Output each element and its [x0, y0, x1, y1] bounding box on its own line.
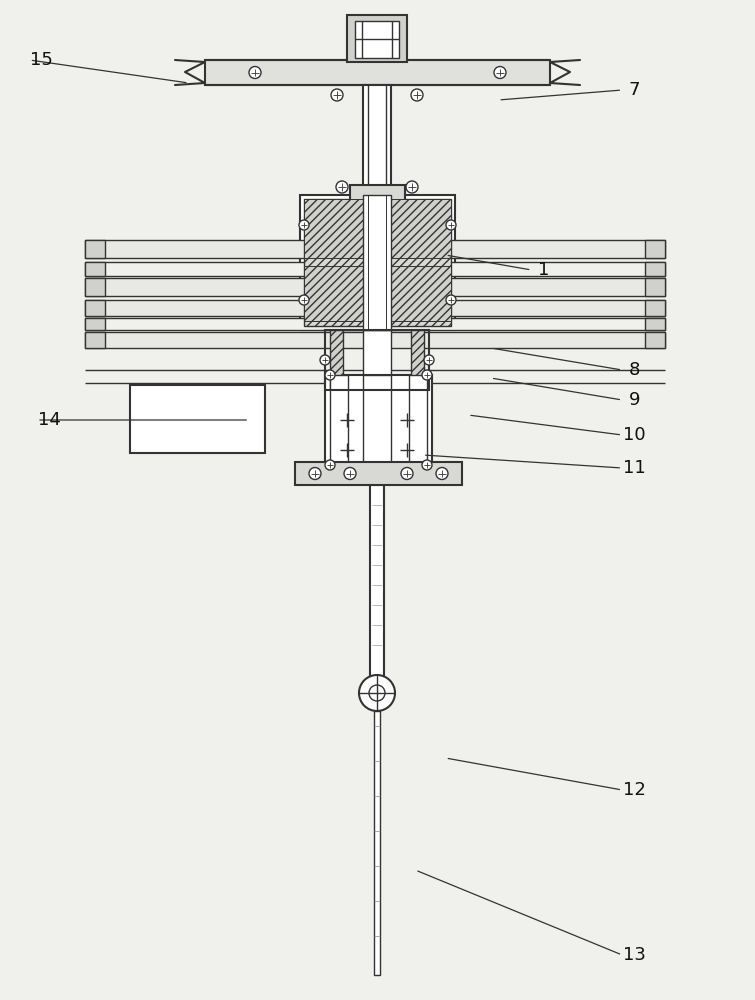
Bar — [645, 240, 665, 258]
Bar — [85, 278, 665, 296]
Text: 13: 13 — [623, 946, 646, 964]
Bar — [85, 262, 105, 276]
Text: 11: 11 — [623, 459, 646, 477]
Bar — [325, 375, 432, 465]
Bar — [85, 318, 105, 330]
Circle shape — [299, 295, 309, 305]
Bar — [85, 332, 665, 348]
Bar — [389, 199, 451, 258]
Bar — [85, 318, 665, 330]
Bar — [304, 199, 366, 258]
Bar — [645, 300, 665, 316]
Text: 7: 7 — [628, 81, 640, 99]
Bar — [85, 300, 665, 316]
Bar — [409, 375, 427, 465]
Bar — [389, 199, 451, 326]
Text: 1: 1 — [538, 261, 550, 279]
Bar — [363, 195, 391, 330]
Bar — [645, 262, 665, 276]
Bar — [645, 278, 665, 296]
Circle shape — [422, 370, 432, 380]
Bar — [370, 485, 384, 680]
Bar — [304, 199, 366, 326]
Circle shape — [299, 220, 309, 230]
Circle shape — [359, 675, 395, 711]
Bar — [205, 60, 550, 85]
Bar — [330, 330, 343, 390]
Bar — [645, 318, 665, 330]
Circle shape — [401, 468, 413, 480]
Bar — [85, 262, 665, 276]
Circle shape — [406, 181, 418, 193]
Circle shape — [411, 89, 423, 101]
Circle shape — [422, 460, 432, 470]
Circle shape — [331, 89, 343, 101]
Bar — [374, 711, 380, 975]
Bar — [330, 375, 348, 465]
Circle shape — [446, 295, 456, 305]
Circle shape — [320, 355, 330, 365]
Bar — [411, 330, 424, 390]
Bar — [304, 266, 366, 321]
Circle shape — [494, 66, 506, 79]
Bar — [363, 85, 391, 195]
Circle shape — [369, 685, 385, 701]
Text: 14: 14 — [38, 411, 60, 429]
Bar — [85, 240, 665, 258]
Circle shape — [249, 66, 261, 79]
Bar — [130, 385, 265, 453]
Bar — [363, 375, 391, 465]
Bar — [85, 332, 105, 348]
Bar — [389, 266, 451, 321]
Circle shape — [344, 468, 356, 480]
Bar — [85, 278, 105, 296]
Bar — [355, 21, 399, 58]
Bar — [85, 240, 105, 258]
Text: 15: 15 — [30, 51, 53, 69]
Bar — [85, 300, 105, 316]
Bar — [366, 215, 389, 310]
Bar — [300, 195, 455, 330]
Text: 8: 8 — [628, 361, 640, 379]
Bar — [645, 332, 665, 348]
Circle shape — [325, 460, 335, 470]
Bar — [347, 15, 407, 62]
Circle shape — [424, 355, 434, 365]
Bar — [295, 462, 462, 485]
Text: 10: 10 — [623, 426, 646, 444]
Bar — [325, 330, 429, 390]
Circle shape — [325, 370, 335, 380]
Text: 9: 9 — [628, 391, 640, 409]
Circle shape — [436, 468, 448, 480]
Circle shape — [309, 468, 321, 480]
Circle shape — [446, 220, 456, 230]
Bar — [363, 330, 391, 390]
Circle shape — [336, 181, 348, 193]
Text: 12: 12 — [623, 781, 646, 799]
Bar — [350, 185, 405, 203]
